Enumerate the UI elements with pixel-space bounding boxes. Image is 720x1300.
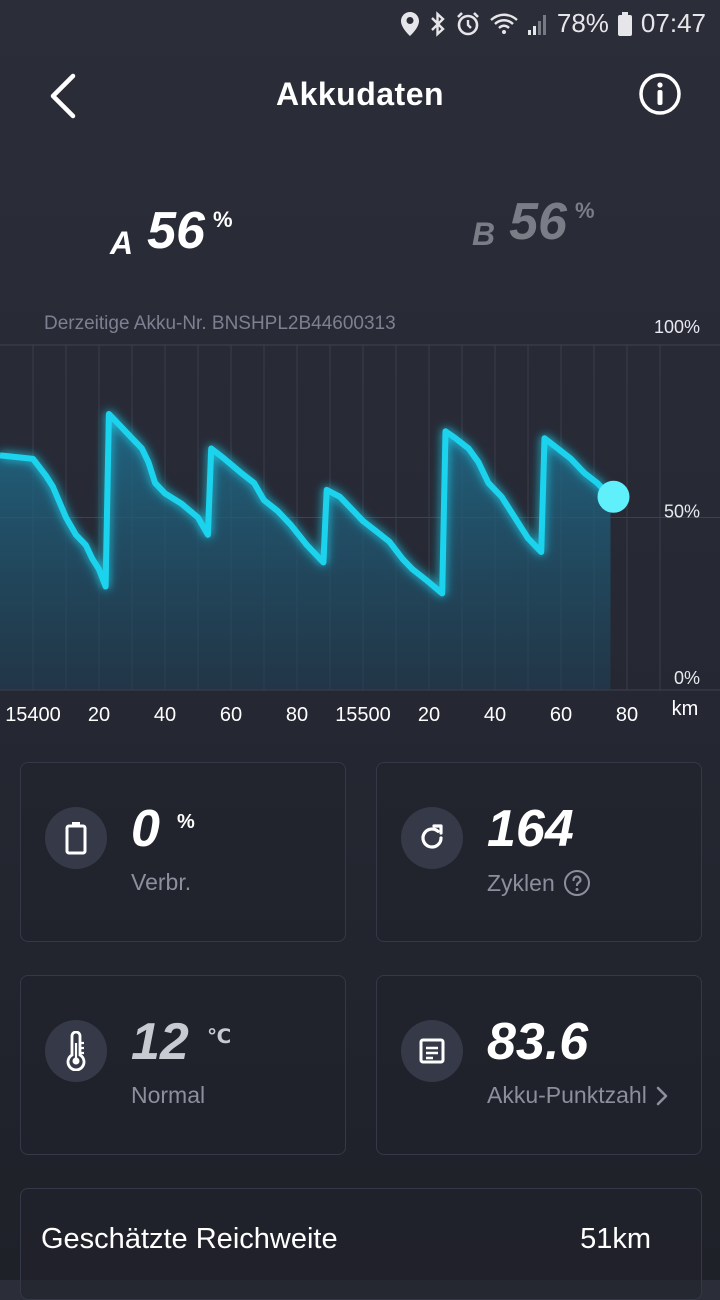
status-icons: 78% 07:47	[399, 8, 706, 39]
score-label: Akku-Punktzahl	[487, 1082, 669, 1109]
chart-x-tick-label: 80	[286, 704, 308, 726]
battery-chart-svg: 100% 50% 0% 15400 20 40 60 80 15500 20 40 60 80 km	[0, 317, 720, 726]
pack-b-value: 56	[509, 193, 567, 251]
location-icon	[400, 11, 419, 36]
chart-y-tick-label: 100%	[654, 317, 700, 337]
chevron-left-icon	[50, 73, 76, 119]
cycles-label: Zyklen	[487, 869, 591, 897]
temperature-unit: ℃	[207, 1026, 232, 1048]
battery-number-label: Derzeitige Akku-Nr. BNSHPL2B44600313	[44, 313, 396, 334]
consumption-value: 0	[131, 800, 160, 858]
score-label-text: Akku-Punktzahl	[487, 1082, 647, 1108]
cycles-value: 164	[487, 800, 574, 858]
temperature-value: 12	[131, 1013, 189, 1071]
clock: 07:47	[640, 8, 706, 38]
pack-a-readout[interactable]: A 56 %	[110, 205, 233, 262]
chart-current-point	[597, 480, 630, 513]
cycle-icon-circle	[401, 807, 463, 869]
chart-x-tick-label: 40	[154, 704, 176, 726]
pack-a-unit: %	[212, 207, 233, 232]
chart-x-unit-label: km	[672, 698, 699, 720]
battery-outline-icon	[65, 822, 87, 855]
consumption-label-text: Verbr.	[131, 869, 192, 895]
range-value: 51km	[580, 1223, 651, 1255]
range-label: Geschätzte Reichweite	[41, 1223, 338, 1255]
chart-x-tick-label: 20	[88, 704, 110, 726]
pack-a-value: 56	[147, 202, 205, 260]
thermometer-icon	[66, 1031, 86, 1071]
battery-icon	[617, 11, 632, 36]
score-value: 83.6	[487, 1013, 589, 1071]
pack-b-unit: %	[574, 198, 595, 223]
chart-y-tick-label: 0%	[674, 668, 700, 688]
chart-x-tick-label: 60	[220, 704, 242, 726]
back-button[interactable]	[38, 68, 88, 124]
score-icon-circle	[401, 1020, 463, 1082]
battery-chart[interactable]: 100% 50% 0% 15400 20 40 60 80 15500 20 40 60 80 km	[0, 315, 720, 735]
chart-x-tick-label: 20	[418, 704, 440, 726]
thermometer-icon-circle	[45, 1020, 107, 1082]
temperature-label-text: Normal	[131, 1082, 206, 1108]
info-button[interactable]	[638, 72, 682, 116]
consumption-unit: %	[177, 811, 195, 833]
status-bar: 78% 07:47	[0, 0, 720, 50]
pack-b-readout[interactable]: B 56 %	[472, 196, 595, 253]
header: Akkudaten	[0, 56, 720, 136]
refresh-icon	[421, 824, 443, 849]
consumption-card[interactable]: 0 % Verbr.	[20, 762, 346, 942]
chart-x-tick-label: 60	[550, 704, 572, 726]
chevron-right-icon	[656, 1086, 668, 1105]
pack-a-letter: A	[110, 225, 134, 261]
range-row: Geschätzte Reichweite 51km	[20, 1188, 702, 1300]
cycles-label-text: Zyklen	[487, 869, 555, 896]
consumption-label: Verbr.	[131, 869, 191, 896]
chart-x-tick-label: 80	[616, 704, 638, 726]
document-icon	[419, 1038, 445, 1064]
bluetooth-icon	[431, 10, 445, 37]
battery-percent: 78%	[556, 8, 609, 38]
battery-icon-circle	[45, 807, 107, 869]
cycles-card[interactable]: 164 Zyklen	[376, 762, 702, 942]
chart-series-line	[0, 411, 613, 597]
signal-icon	[527, 14, 546, 35]
pack-b-letter: B	[472, 216, 496, 252]
score-card[interactable]: 83.6 Akku-Punktzahl	[376, 975, 702, 1155]
temperature-card[interactable]: 12 ℃ Normal	[20, 975, 346, 1155]
chart-x-tick-label: 15400	[5, 704, 61, 726]
wifi-icon	[490, 13, 518, 34]
chart-x-tick-label: 40	[484, 704, 506, 726]
alarm-icon	[456, 11, 479, 35]
info-icon	[639, 73, 681, 115]
chart-y-tick-label: 50%	[664, 502, 700, 522]
page-title: Akkudaten	[275, 76, 445, 112]
temperature-label: Normal	[131, 1082, 205, 1109]
help-icon[interactable]	[563, 869, 591, 897]
chart-x-tick-label: 15500	[335, 704, 391, 726]
